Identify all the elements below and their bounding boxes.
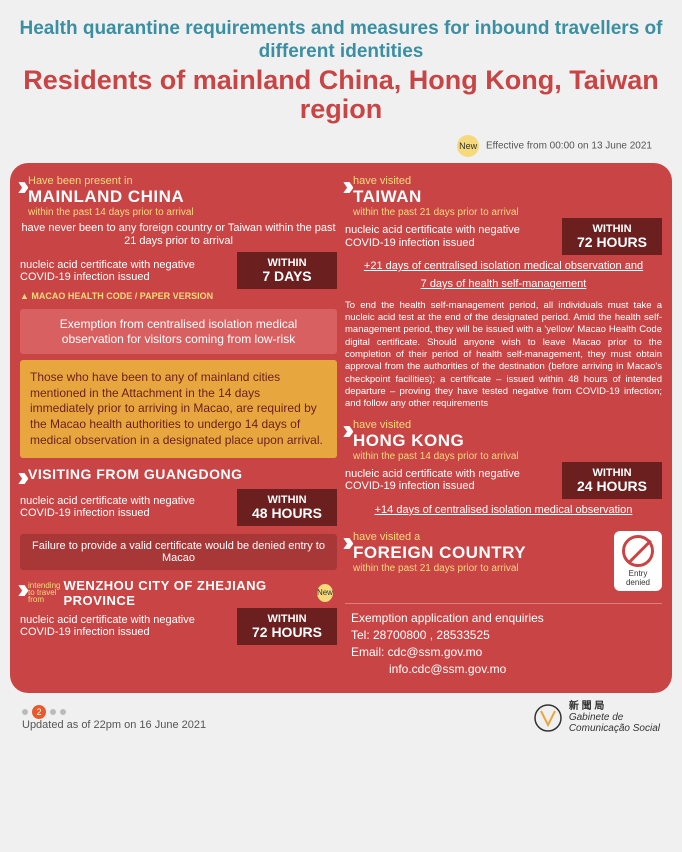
left-column: ›› Have been present in MAINLAND CHINA w… — [20, 173, 337, 683]
foreign-section: ›› have visited a FOREIGN COUNTRY within… — [345, 529, 662, 593]
wenzhou-pre: intendingto travelfrom — [28, 582, 60, 604]
taiwan-within: WITHIN72 HOURS — [562, 218, 662, 255]
contact-email2: info.cdc@ssm.gov.mo — [351, 661, 656, 678]
page-number: 2 — [32, 705, 46, 719]
guangdong-section: ›› VISITING FROM GUANGDONG nucleic acid … — [20, 464, 337, 527]
header: Health quarantine requirements and measu… — [10, 10, 672, 133]
taiwan-sub: within the past 21 days prior to arrival — [353, 207, 662, 218]
effective-text: Effective from 00:00 on 13 June 2021 — [486, 141, 652, 152]
mainland-cert: nucleic acid certificate with negative C… — [20, 259, 231, 283]
contact-box: Exemption application and enquiries Tel:… — [345, 603, 662, 683]
attachment-box: Those who have been to any of mainland c… — [20, 360, 337, 458]
hk-cert: nucleic acid certificate with negative C… — [345, 468, 556, 492]
header-title: Residents of mainland China, Hong Kong, … — [10, 66, 672, 125]
taiwan-pre: have visited — [353, 175, 662, 187]
taiwan-desc: To end the health self-management period… — [345, 300, 662, 411]
taiwan-req1: +21 days of centralised isolation medica… — [345, 259, 662, 273]
taiwan-req2: 7 days of health self-management — [345, 277, 662, 291]
right-column: ›› have visited TAIWAN within the past 2… — [345, 173, 662, 683]
guangdong-cert: nucleic acid certificate with negative C… — [20, 495, 231, 519]
footer: 2 Updated as of 22pm on 16 June 2021 新 聞… — [10, 693, 672, 738]
contact-tel: Tel: 28700800 , 28533525 — [351, 627, 656, 644]
logo: 新 聞 局 Gabinete de Comunicação Social — [533, 701, 660, 734]
hongkong-section: ›› have visited HONG KONG within the pas… — [345, 417, 662, 523]
hk-req: +14 days of centralised isolation medica… — [345, 503, 662, 517]
mainland-code: ▲ MACAO HEALTH CODE / PAPER VERSION — [20, 291, 337, 301]
entry-denied-icon: Entry denied — [614, 531, 662, 591]
wenzhou-title: WENZHOU CITY OF ZHEJIANG PROVINCE — [63, 578, 312, 608]
guangdong-title: VISITING FROM GUANGDONG — [28, 466, 337, 482]
foreign-sub: within the past 21 days prior to arrival — [353, 563, 614, 574]
taiwan-cert: nucleic acid certificate with negative C… — [345, 224, 556, 248]
updated-text: Updated as of 22pm on 16 June 2021 — [22, 719, 206, 731]
contact-email1: Email: cdc@ssm.gov.mo — [351, 644, 656, 661]
contact-title: Exemption application and enquiries — [351, 610, 656, 627]
new-badge: New — [457, 135, 479, 157]
mainland-section: ›› Have been present in MAINLAND CHINA w… — [20, 173, 337, 303]
mainland-pre: Have been present in — [28, 175, 337, 187]
failure-box: Failure to provide a valid certificate w… — [20, 534, 337, 570]
wenzhou-within: WITHIN72 HOURS — [237, 608, 337, 645]
mainland-note: have never been to any foreign country o… — [20, 222, 337, 248]
mainland-within: WITHIN7 DAYS — [237, 252, 337, 289]
logo-icon — [533, 703, 563, 733]
mainland-sub: within the past 14 days prior to arrival — [28, 207, 337, 218]
wenzhou-section: ›› intendingto travelfrom WENZHOU CITY O… — [20, 576, 337, 647]
mainland-title: MAINLAND CHINA — [28, 187, 337, 207]
wenzhou-cert: nucleic acid certificate with negative C… — [20, 614, 231, 638]
taiwan-title: TAIWAN — [353, 187, 662, 207]
hk-sub: within the past 14 days prior to arrival — [353, 451, 662, 462]
hk-within: WITHIN24 HOURS — [562, 462, 662, 499]
exemption-box: Exemption from centralised isolation med… — [20, 309, 337, 354]
foreign-title: FOREIGN COUNTRY — [353, 543, 614, 563]
new-badge: New — [317, 584, 333, 602]
taiwan-section: ›› have visited TAIWAN within the past 2… — [345, 173, 662, 294]
guangdong-within: WITHIN48 HOURS — [237, 489, 337, 526]
hk-title: HONG KONG — [353, 431, 662, 451]
header-subtitle: Health quarantine requirements and measu… — [10, 18, 672, 64]
effective-note: New Effective from 00:00 on 13 June 2021 — [10, 133, 672, 163]
page-dots: 2 — [22, 705, 206, 719]
foreign-pre: have visited a — [353, 531, 614, 543]
hk-pre: have visited — [353, 419, 662, 431]
main-panel: ›› Have been present in MAINLAND CHINA w… — [10, 163, 672, 693]
